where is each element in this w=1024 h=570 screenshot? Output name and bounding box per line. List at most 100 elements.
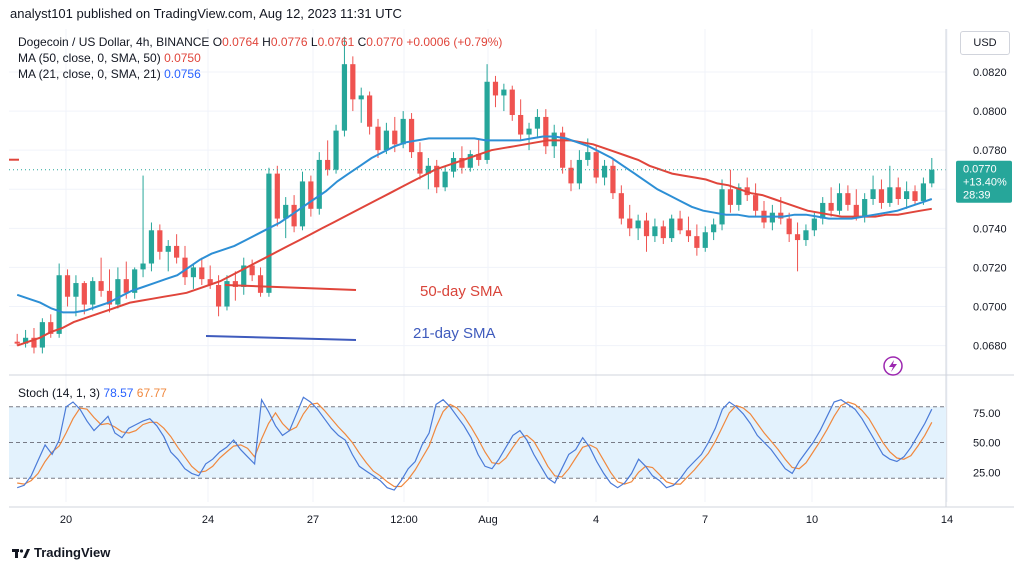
candle-body xyxy=(576,159,582,184)
sma50-annotation-label: 50-day SMA xyxy=(420,283,503,300)
candle-body xyxy=(190,267,197,278)
candle-body xyxy=(492,81,499,96)
stoch-panel: 75.00 50.00 25.00 xyxy=(9,396,1001,491)
stoch-k-value: 78.57 xyxy=(103,386,134,400)
candle-body xyxy=(736,187,742,205)
candle-body xyxy=(350,64,356,100)
candle-body xyxy=(31,337,37,348)
currency-button[interactable]: USD xyxy=(960,31,1010,55)
candle-body xyxy=(853,204,859,217)
candle-body xyxy=(912,191,918,201)
candle-body xyxy=(140,263,146,270)
footer-brand: TradingView xyxy=(12,545,110,560)
price-badge-bg xyxy=(956,160,1012,203)
candle-body xyxy=(14,341,20,344)
candle-body xyxy=(224,281,230,307)
stoch-d-value: 67.77 xyxy=(136,386,167,400)
stoch-legend: Stoch (14, 1, 3) 78.57 67.77 xyxy=(18,386,167,400)
candle-body xyxy=(568,167,574,184)
candle-body xyxy=(560,132,566,168)
ma50-line xyxy=(16,139,932,347)
candle-body xyxy=(425,165,431,174)
time-axis: 20 24 27 12:00 Aug 4 7 10 14 xyxy=(60,514,953,526)
candle-body xyxy=(652,226,658,237)
price-tick-label: 0.0720 xyxy=(973,262,1007,274)
candle-body xyxy=(501,89,507,96)
ma21-line xyxy=(16,135,933,314)
time-tick-label: 27 xyxy=(307,514,319,526)
chart-legend: Dogecoin / US Dollar, 4h, BINANCE O0.076… xyxy=(18,34,502,82)
candle-body xyxy=(660,226,666,239)
chart-canvas: 0.08200.08000.07800.07600.07400.07200.07… xyxy=(9,29,1014,526)
lightning-icon-bolt xyxy=(889,360,897,372)
candle-body xyxy=(165,245,171,252)
candles-group xyxy=(14,36,935,354)
candle-body xyxy=(820,202,826,219)
time-tick-label: 7 xyxy=(702,514,708,526)
candle-body xyxy=(467,154,473,168)
candle-body xyxy=(509,89,515,115)
time-tick-label: 10 xyxy=(806,514,818,526)
ohlc-row: Dogecoin / US Dollar, 4h, BINANCE O0.076… xyxy=(18,34,502,50)
candle-body xyxy=(215,285,222,307)
candle-body xyxy=(392,130,398,145)
candle-body xyxy=(618,193,624,219)
candle-body xyxy=(56,275,62,334)
publish-info: analyst101 published on TradingView.com,… xyxy=(10,6,402,21)
candle-body xyxy=(132,269,138,293)
candle-body xyxy=(22,337,29,344)
candle-body xyxy=(694,236,700,248)
candle-body xyxy=(308,181,314,209)
stoch-label: Stoch (14, 1, 3) xyxy=(18,386,101,400)
candle-body xyxy=(895,187,901,200)
candle-body xyxy=(870,189,876,200)
price-tick-label: 0.0780 xyxy=(973,145,1007,157)
candle-body xyxy=(484,81,490,160)
candle-body xyxy=(476,154,482,160)
candle-body xyxy=(266,173,272,293)
candle-body xyxy=(811,218,817,231)
time-tick-label: Aug xyxy=(478,514,498,526)
price-tick-label: 0.0820 xyxy=(973,67,1007,79)
candle-body xyxy=(526,128,532,135)
stoch-k-line xyxy=(17,396,933,491)
candle-body xyxy=(73,283,79,297)
candle-body xyxy=(316,159,322,209)
price-axis: 0.08200.08000.07800.07600.07400.07200.07… xyxy=(9,29,1014,508)
candle-body xyxy=(299,181,306,227)
candle-body xyxy=(257,275,264,293)
candle-body xyxy=(207,279,213,286)
candle-body xyxy=(98,281,104,291)
annotations-group: 50-day SMA 21-day SMA xyxy=(205,283,903,376)
price-badge-price: 0.0770 xyxy=(963,164,997,176)
candle-body xyxy=(442,171,448,188)
candle-body xyxy=(635,220,641,229)
candle-body xyxy=(727,189,734,205)
ma50-row: MA (50, close, 0, SMA, 50) 0.0750 xyxy=(18,50,502,66)
candle-body xyxy=(828,202,834,211)
open-value: 0.0764 xyxy=(222,35,259,49)
time-tick-label: 20 xyxy=(60,514,72,526)
footer-brand-text: TradingView xyxy=(34,545,111,560)
candle-body xyxy=(845,193,851,205)
candle-body xyxy=(786,218,792,235)
open-label: O xyxy=(212,35,223,49)
high-label: H xyxy=(262,35,271,49)
low-value: 0.0761 xyxy=(317,35,355,49)
candle-body xyxy=(291,204,297,227)
candle-body xyxy=(904,191,910,200)
ma50-label: MA (50, close, 0, SMA, 50) xyxy=(18,51,161,65)
stoch-d-line xyxy=(17,401,933,488)
candle-body xyxy=(920,183,927,201)
sma21-annotation-line xyxy=(205,335,357,341)
ma21-row: MA (21, close, 0, SMA, 21) 0.0756 xyxy=(18,66,502,82)
candle-body xyxy=(929,169,935,184)
candle-body xyxy=(878,189,885,203)
candle-body xyxy=(610,165,616,194)
tradingview-logo-icon xyxy=(12,548,30,558)
ma21-value: 0.0756 xyxy=(164,67,201,81)
change-value: +0.0006 (+0.79%) xyxy=(406,35,503,49)
candle-body xyxy=(283,204,289,219)
candle-body xyxy=(627,218,633,229)
ma-lines-group xyxy=(9,135,946,347)
